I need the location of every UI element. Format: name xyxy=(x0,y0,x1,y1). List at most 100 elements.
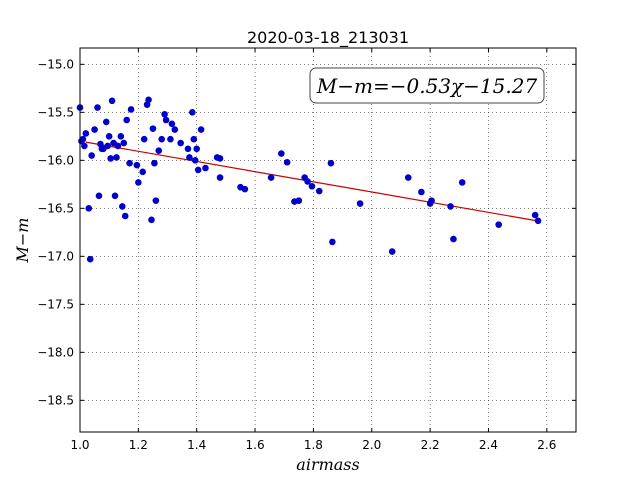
y-tick-label: −15.5 xyxy=(37,105,74,119)
x-tick-label: 1.2 xyxy=(129,438,148,452)
data-point xyxy=(81,142,88,150)
plot-frame xyxy=(79,47,577,433)
data-point xyxy=(162,116,170,124)
data-point xyxy=(329,238,336,246)
data-point xyxy=(278,150,285,157)
data-point xyxy=(121,212,129,220)
data-point xyxy=(216,155,224,162)
data-point xyxy=(149,125,157,132)
y-axis-ticks: −15.0 −15.5 −16.0 −16.5 −17.0 −17.5 −18.0 −18.5 xyxy=(37,57,576,407)
data-point xyxy=(267,174,275,181)
plot-area xyxy=(80,48,576,432)
fit-equation-box: M−m=−0.53χ−15.27 xyxy=(309,67,545,104)
data-point xyxy=(428,197,435,204)
data-point xyxy=(404,174,412,181)
data-point xyxy=(102,118,110,126)
x-tick-label: 2.0 xyxy=(362,438,381,452)
x-axis-ticks: 1.0 1.2 1.4 1.6 1.8 2.0 2.2 2.4 2.6 xyxy=(70,48,556,452)
data-point xyxy=(191,157,199,164)
data-point xyxy=(133,161,141,169)
data-point xyxy=(104,142,112,150)
data-point xyxy=(458,179,466,186)
data-point xyxy=(356,200,364,207)
grid xyxy=(79,48,576,432)
data-point xyxy=(388,248,396,255)
data-point xyxy=(91,126,98,133)
data-point xyxy=(111,192,119,200)
y-tick-label: −17.5 xyxy=(37,297,74,311)
x-tick-label: 2.6 xyxy=(537,438,556,452)
y-axis-label: M−m xyxy=(13,218,32,264)
data-point xyxy=(88,152,95,159)
data-point xyxy=(148,216,155,224)
data-point xyxy=(79,135,87,143)
data-point xyxy=(216,174,224,181)
x-tick-label: 1.6 xyxy=(246,438,265,452)
x-tick-label: 2.4 xyxy=(479,438,498,452)
data-point xyxy=(108,97,116,105)
chart-title: 2020-03-18_213031 xyxy=(247,28,409,48)
data-point xyxy=(190,135,198,143)
data-point xyxy=(531,211,539,219)
data-point xyxy=(158,135,165,143)
data-point xyxy=(114,142,122,150)
data-point xyxy=(85,205,93,212)
data-point xyxy=(119,203,126,210)
data-point xyxy=(418,188,425,196)
annotation-box xyxy=(309,67,545,104)
data-point xyxy=(155,147,163,155)
data-point xyxy=(140,135,148,143)
data-point xyxy=(139,168,147,176)
data-point xyxy=(241,185,249,193)
data-point xyxy=(151,159,158,167)
x-tick-label: 2.2 xyxy=(421,438,440,452)
x-tick-label: 1.0 xyxy=(70,438,89,452)
data-point xyxy=(171,126,179,133)
data-point xyxy=(177,139,184,147)
data-point xyxy=(167,135,174,143)
y-tick-label: −18.5 xyxy=(37,393,74,407)
data-point xyxy=(193,145,201,153)
data-points xyxy=(76,96,542,263)
data-point xyxy=(82,130,90,137)
data-point xyxy=(450,235,457,243)
data-point xyxy=(105,133,113,140)
y-tick-label: −18.0 xyxy=(37,345,74,359)
data-point xyxy=(117,133,125,140)
data-point xyxy=(95,192,103,200)
y-tick-label: −16.5 xyxy=(37,201,74,215)
data-point xyxy=(194,166,202,174)
data-point xyxy=(168,120,176,128)
x-tick-label: 1.4 xyxy=(187,438,206,452)
data-point xyxy=(107,155,114,162)
fit-line-layer xyxy=(85,141,539,222)
data-point xyxy=(189,109,196,116)
data-point xyxy=(197,126,205,133)
data-point xyxy=(127,106,135,113)
data-point xyxy=(308,182,316,190)
data-point xyxy=(534,217,542,225)
data-point xyxy=(161,110,168,118)
data-point xyxy=(447,203,454,210)
x-axis-label: airmass xyxy=(296,455,359,474)
data-point xyxy=(145,96,152,104)
data-point xyxy=(94,104,101,111)
data-point xyxy=(186,154,193,161)
data-point xyxy=(295,197,303,204)
data-point xyxy=(120,139,128,147)
fit-line xyxy=(85,141,539,222)
data-point xyxy=(495,221,502,228)
data-point xyxy=(113,154,120,161)
y-tick-label: −17.0 xyxy=(37,249,74,263)
data-point xyxy=(202,164,209,172)
x-tick-label: 1.8 xyxy=(304,438,323,452)
data-point xyxy=(126,159,133,167)
data-point xyxy=(304,178,311,185)
data-point xyxy=(327,159,335,167)
data-point xyxy=(184,145,192,153)
y-tick-label: −16.0 xyxy=(37,153,74,167)
data-point xyxy=(123,116,130,124)
data-point xyxy=(86,255,94,263)
data-point xyxy=(283,158,291,166)
